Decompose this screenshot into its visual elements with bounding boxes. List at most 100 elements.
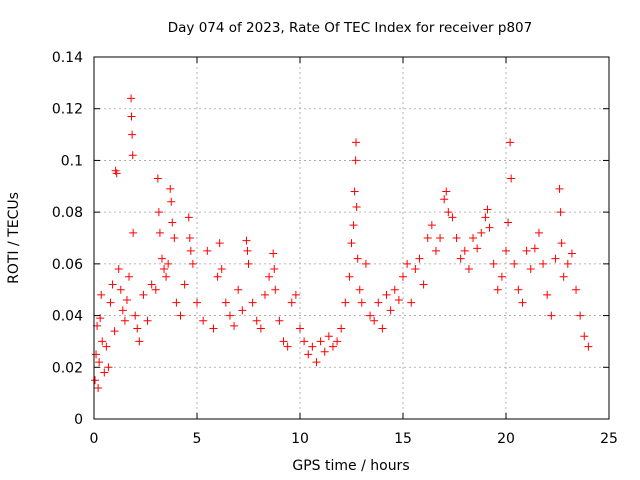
data-point — [166, 184, 175, 193]
data-point — [131, 311, 140, 320]
data-point — [543, 290, 552, 299]
data-point — [440, 195, 449, 204]
data-point — [162, 272, 171, 281]
chart-title: Day 074 of 2023, Rate Of TEC Index for r… — [168, 20, 532, 36]
data-point — [366, 311, 375, 320]
data-point — [122, 296, 131, 305]
data-point — [110, 327, 119, 336]
x-tick-label: 25 — [600, 431, 618, 447]
data-point — [296, 324, 304, 333]
data-point — [265, 272, 274, 281]
data-point — [483, 205, 492, 214]
data-point — [580, 332, 589, 341]
data-point — [382, 290, 391, 299]
data-point — [125, 272, 134, 281]
data-point — [215, 239, 224, 248]
data-point — [534, 228, 543, 237]
data-point — [584, 342, 593, 351]
x-tick-label: 15 — [394, 431, 412, 447]
data-point — [415, 254, 424, 263]
data-point — [526, 265, 535, 274]
data-point — [353, 254, 362, 263]
data-point — [129, 228, 138, 237]
y-tick-label: 0 — [74, 412, 83, 428]
data-point — [350, 187, 359, 196]
data-point — [399, 272, 407, 281]
data-point — [271, 285, 280, 294]
data-point — [448, 213, 457, 222]
data-point — [559, 272, 568, 281]
data-point — [452, 234, 461, 242]
data-point — [355, 285, 364, 294]
data-point — [170, 234, 179, 242]
data-point — [324, 332, 333, 341]
data-point — [497, 272, 506, 281]
data-point — [506, 138, 515, 147]
data-point — [133, 324, 142, 333]
x-tick-label: 0 — [90, 431, 99, 447]
data-point — [185, 234, 194, 242]
data-point — [551, 254, 560, 263]
data-point — [147, 280, 156, 289]
y-tick-labels: 0 0.02 0.04 0.06 0.08 0.1 0.12 0.14 — [52, 50, 83, 428]
data-point — [287, 298, 296, 307]
data-point — [390, 285, 399, 294]
data-point — [485, 223, 494, 232]
data-point — [530, 244, 539, 253]
data-point — [341, 298, 350, 307]
y-tick-label: 0.04 — [52, 309, 83, 325]
data-point — [260, 290, 269, 299]
data-point — [186, 246, 195, 255]
data-point — [252, 316, 261, 325]
data-point — [127, 94, 136, 103]
data-point — [106, 298, 115, 307]
data-point — [481, 213, 490, 222]
data-point — [345, 272, 354, 281]
data-point — [427, 221, 436, 230]
data-point — [473, 244, 482, 253]
data-point — [180, 280, 189, 289]
data-point — [168, 218, 177, 227]
data-point — [442, 187, 451, 196]
data-point — [128, 130, 137, 139]
data-point — [464, 265, 473, 274]
data-point — [374, 298, 383, 307]
data-point — [477, 228, 486, 237]
data-point — [522, 246, 531, 255]
x-tick-label: 20 — [497, 431, 515, 447]
data-point — [102, 342, 111, 351]
data-point — [370, 316, 379, 325]
data-point — [539, 259, 548, 268]
data-point — [567, 249, 576, 258]
data-point — [176, 311, 185, 320]
data-point — [225, 311, 234, 320]
data-point — [283, 342, 292, 351]
x-tick-label: 5 — [193, 431, 202, 447]
data-point — [91, 376, 100, 385]
data-point — [92, 350, 101, 359]
data-point — [114, 265, 123, 274]
data-point — [419, 280, 428, 289]
data-point — [209, 324, 218, 333]
plot-frame — [93, 56, 610, 420]
data-point — [242, 236, 251, 245]
data-point — [407, 298, 416, 307]
data-point — [167, 197, 176, 206]
data-point — [96, 314, 105, 323]
data-point — [557, 239, 566, 248]
data-point — [514, 285, 523, 294]
data-point — [510, 259, 519, 268]
data-point — [97, 290, 106, 299]
data-point — [333, 337, 342, 346]
data-point — [394, 296, 403, 305]
data-point — [436, 234, 445, 242]
data-point — [112, 169, 121, 178]
data-point — [431, 246, 440, 255]
x-tick-labels: 0 5 10 15 20 25 — [90, 431, 618, 447]
data-point — [154, 208, 163, 217]
x-tick-label: 10 — [291, 431, 309, 447]
data-point — [157, 254, 166, 263]
data-point — [118, 306, 127, 315]
data-point — [230, 321, 239, 330]
